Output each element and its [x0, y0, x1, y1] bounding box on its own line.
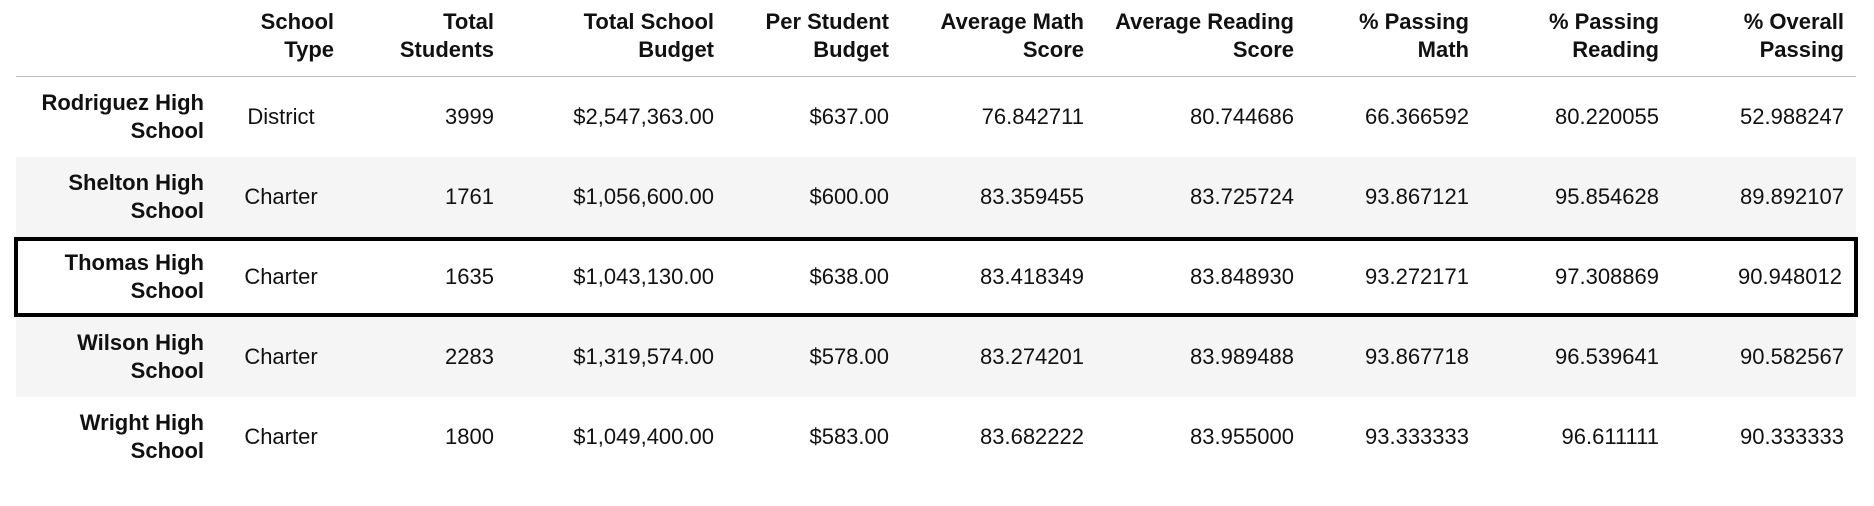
- cell-passing-math: 66.366592: [1365, 104, 1469, 129]
- cell-passing-math: 93.867121: [1365, 184, 1469, 209]
- cell-overall-passing: 90.948012: [1671, 237, 1858, 317]
- cell-average-reading-score: 83.989488: [1190, 344, 1294, 369]
- cell-passing-math: 93.333333: [1365, 424, 1469, 449]
- cell-total-students: 1761: [445, 184, 494, 209]
- cell-average-math-score: 83.418349: [901, 237, 1096, 317]
- cell-overall-passing: 89.892107: [1740, 184, 1844, 209]
- cell-average-math-score: 83.359455: [980, 184, 1084, 209]
- cell-passing-reading: 96.611111: [1561, 424, 1659, 449]
- table-row: Shelton High School Charter 1761 $1,056,…: [16, 157, 1856, 239]
- cell-overall-passing: 90.333333: [1740, 424, 1844, 449]
- cell-per-student-budget: $583.00: [809, 424, 889, 449]
- cell-average-math-score: 83.682222: [980, 424, 1084, 449]
- row-label: Shelton High School: [68, 170, 204, 223]
- header-average-reading-score: Average Reading Score: [1096, 0, 1306, 77]
- cell-passing-math: 93.867718: [1365, 344, 1469, 369]
- cell-school-type: Charter: [244, 344, 318, 369]
- table-row: Wright High School Charter 1800 $1,049,4…: [16, 397, 1856, 477]
- cell-average-math-score: 83.274201: [980, 344, 1084, 369]
- cell-total-students: 3999: [445, 104, 494, 129]
- cell-total-school-budget: $1,043,130.00: [506, 237, 726, 317]
- cell-passing-reading: 95.854628: [1555, 184, 1659, 209]
- header-overall-passing: % Overall Passing: [1671, 0, 1856, 77]
- cell-per-student-budget: $578.00: [809, 344, 889, 369]
- cell-average-reading-score: 83.848930: [1096, 237, 1306, 317]
- header-school-type: School Type: [216, 0, 346, 77]
- header-total-students: Total Students: [346, 0, 506, 77]
- table-row: Wilson High School Charter 2283 $1,319,5…: [16, 315, 1856, 397]
- cell-total-students: 1800: [445, 424, 494, 449]
- cell-school-type: Charter: [244, 424, 318, 449]
- row-label: Rodriguez High School: [41, 90, 204, 143]
- header-passing-math: % Passing Math: [1306, 0, 1481, 77]
- header-total-school-budget: Total School Budget: [506, 0, 726, 77]
- row-label: Wilson High School: [77, 330, 204, 383]
- table-row-highlighted: Thomas High School Charter 1635 $1,043,1…: [14, 237, 1858, 317]
- header-passing-reading: % Passing Reading: [1481, 0, 1671, 77]
- table-row: Rodriguez High School District 3999 $2,5…: [16, 77, 1856, 158]
- header-average-math-score: Average Math Score: [901, 0, 1096, 77]
- header-per-student-budget: Per Student Budget: [726, 0, 901, 77]
- cell-average-reading-score: 80.744686: [1190, 104, 1294, 129]
- cell-per-student-budget: $638.00: [726, 237, 901, 317]
- header-index: [16, 0, 216, 77]
- row-label: Thomas High School: [14, 237, 216, 317]
- cell-school-type: Charter: [216, 237, 346, 317]
- cell-total-school-budget: $1,056,600.00: [573, 184, 714, 209]
- cell-average-reading-score: 83.725724: [1190, 184, 1294, 209]
- cell-passing-reading: 80.220055: [1555, 104, 1659, 129]
- cell-passing-reading: 96.539641: [1555, 344, 1659, 369]
- cell-school-type: Charter: [244, 184, 318, 209]
- cell-total-school-budget: $1,049,400.00: [573, 424, 714, 449]
- cell-school-type: District: [247, 104, 315, 129]
- cell-total-school-budget: $2,547,363.00: [573, 104, 714, 129]
- school-summary-table-container: School Type Total Students Total School …: [14, 0, 1858, 477]
- cell-per-student-budget: $637.00: [809, 104, 889, 129]
- cell-passing-reading: 97.308869: [1481, 237, 1671, 317]
- cell-total-students: 1635: [346, 237, 506, 317]
- cell-average-reading-score: 83.955000: [1190, 424, 1294, 449]
- school-summary-table: School Type Total Students Total School …: [14, 0, 1858, 477]
- cell-total-students: 2283: [445, 344, 494, 369]
- cell-passing-math: 93.272171: [1306, 237, 1481, 317]
- cell-overall-passing: 90.582567: [1740, 344, 1844, 369]
- cell-average-math-score: 76.842711: [981, 104, 1084, 129]
- cell-total-school-budget: $1,319,574.00: [573, 344, 714, 369]
- row-label: Wright High School: [79, 410, 204, 463]
- header-row: School Type Total Students Total School …: [16, 0, 1856, 77]
- cell-per-student-budget: $600.00: [809, 184, 889, 209]
- cell-overall-passing: 52.988247: [1740, 104, 1844, 129]
